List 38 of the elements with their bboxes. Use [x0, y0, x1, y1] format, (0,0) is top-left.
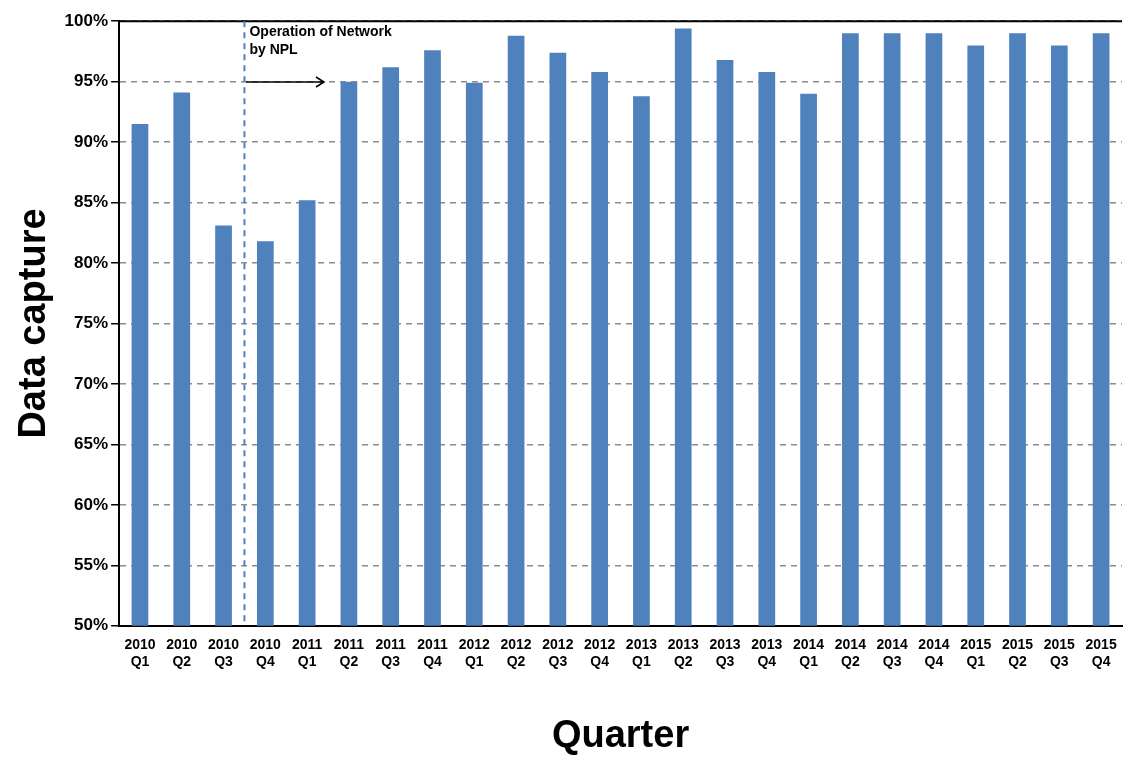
- x-tick-label: 2014 Q1: [793, 636, 825, 669]
- x-axis-title: Quarter: [551, 712, 690, 755]
- x-tick-label: 2010 Q2: [166, 636, 198, 669]
- y-tick-label: 95%: [74, 71, 109, 91]
- x-tick-label: 2014 Q2: [834, 636, 867, 669]
- x-tick-label: 2012 Q3: [542, 636, 574, 669]
- x-tick-label: 2015 Q3: [1043, 636, 1076, 669]
- x-tick-label: 2013 Q1: [625, 636, 658, 669]
- x-tick-label: 2011 Q2: [333, 636, 365, 669]
- y-tick-label: 75%: [74, 313, 109, 333]
- x-tick-label: 2015 Q4: [1085, 636, 1117, 669]
- y-tick-label: 85%: [74, 192, 109, 212]
- y-tick-label: 60%: [74, 494, 109, 514]
- x-tick-label: 2012 Q4: [584, 636, 616, 669]
- ref-line-label: Operation of Network by NPL: [249, 23, 392, 58]
- y-axis-title: Data capture: [11, 208, 54, 439]
- x-tick-label: 2010 Q3: [207, 636, 240, 669]
- y-tick-label: 50%: [74, 615, 109, 635]
- x-tick-label: 2013 Q3: [709, 636, 741, 669]
- x-tick-label: 2014 Q3: [876, 636, 908, 669]
- x-tick-label: 2011 Q1: [291, 636, 323, 669]
- y-tick-label: 90%: [74, 131, 109, 151]
- x-tick-label: 2010 Q4: [249, 636, 282, 669]
- x-tick-label: 2015 Q1: [960, 636, 992, 669]
- x-tick-label: 2015 Q2: [1001, 636, 1034, 669]
- x-tick-label: 2012 Q2: [500, 636, 532, 669]
- y-tick-label: 70%: [74, 373, 109, 393]
- x-tick-label: 2014 Q4: [918, 636, 950, 669]
- x-tick-label: 2010 Q1: [124, 636, 156, 669]
- y-tick-label: 100%: [64, 10, 109, 30]
- y-tick-label: 65%: [74, 434, 109, 454]
- x-tick-label: 2012 Q1: [458, 636, 491, 669]
- x-tick-label: 2011 Q3: [375, 636, 407, 669]
- x-tick-label: 2013 Q4: [751, 636, 783, 669]
- y-tick-label: 55%: [74, 555, 109, 575]
- x-tick-label: 2011 Q4: [417, 636, 448, 669]
- x-tick-label: 2013 Q2: [667, 636, 699, 669]
- y-tick-label: 80%: [74, 252, 109, 272]
